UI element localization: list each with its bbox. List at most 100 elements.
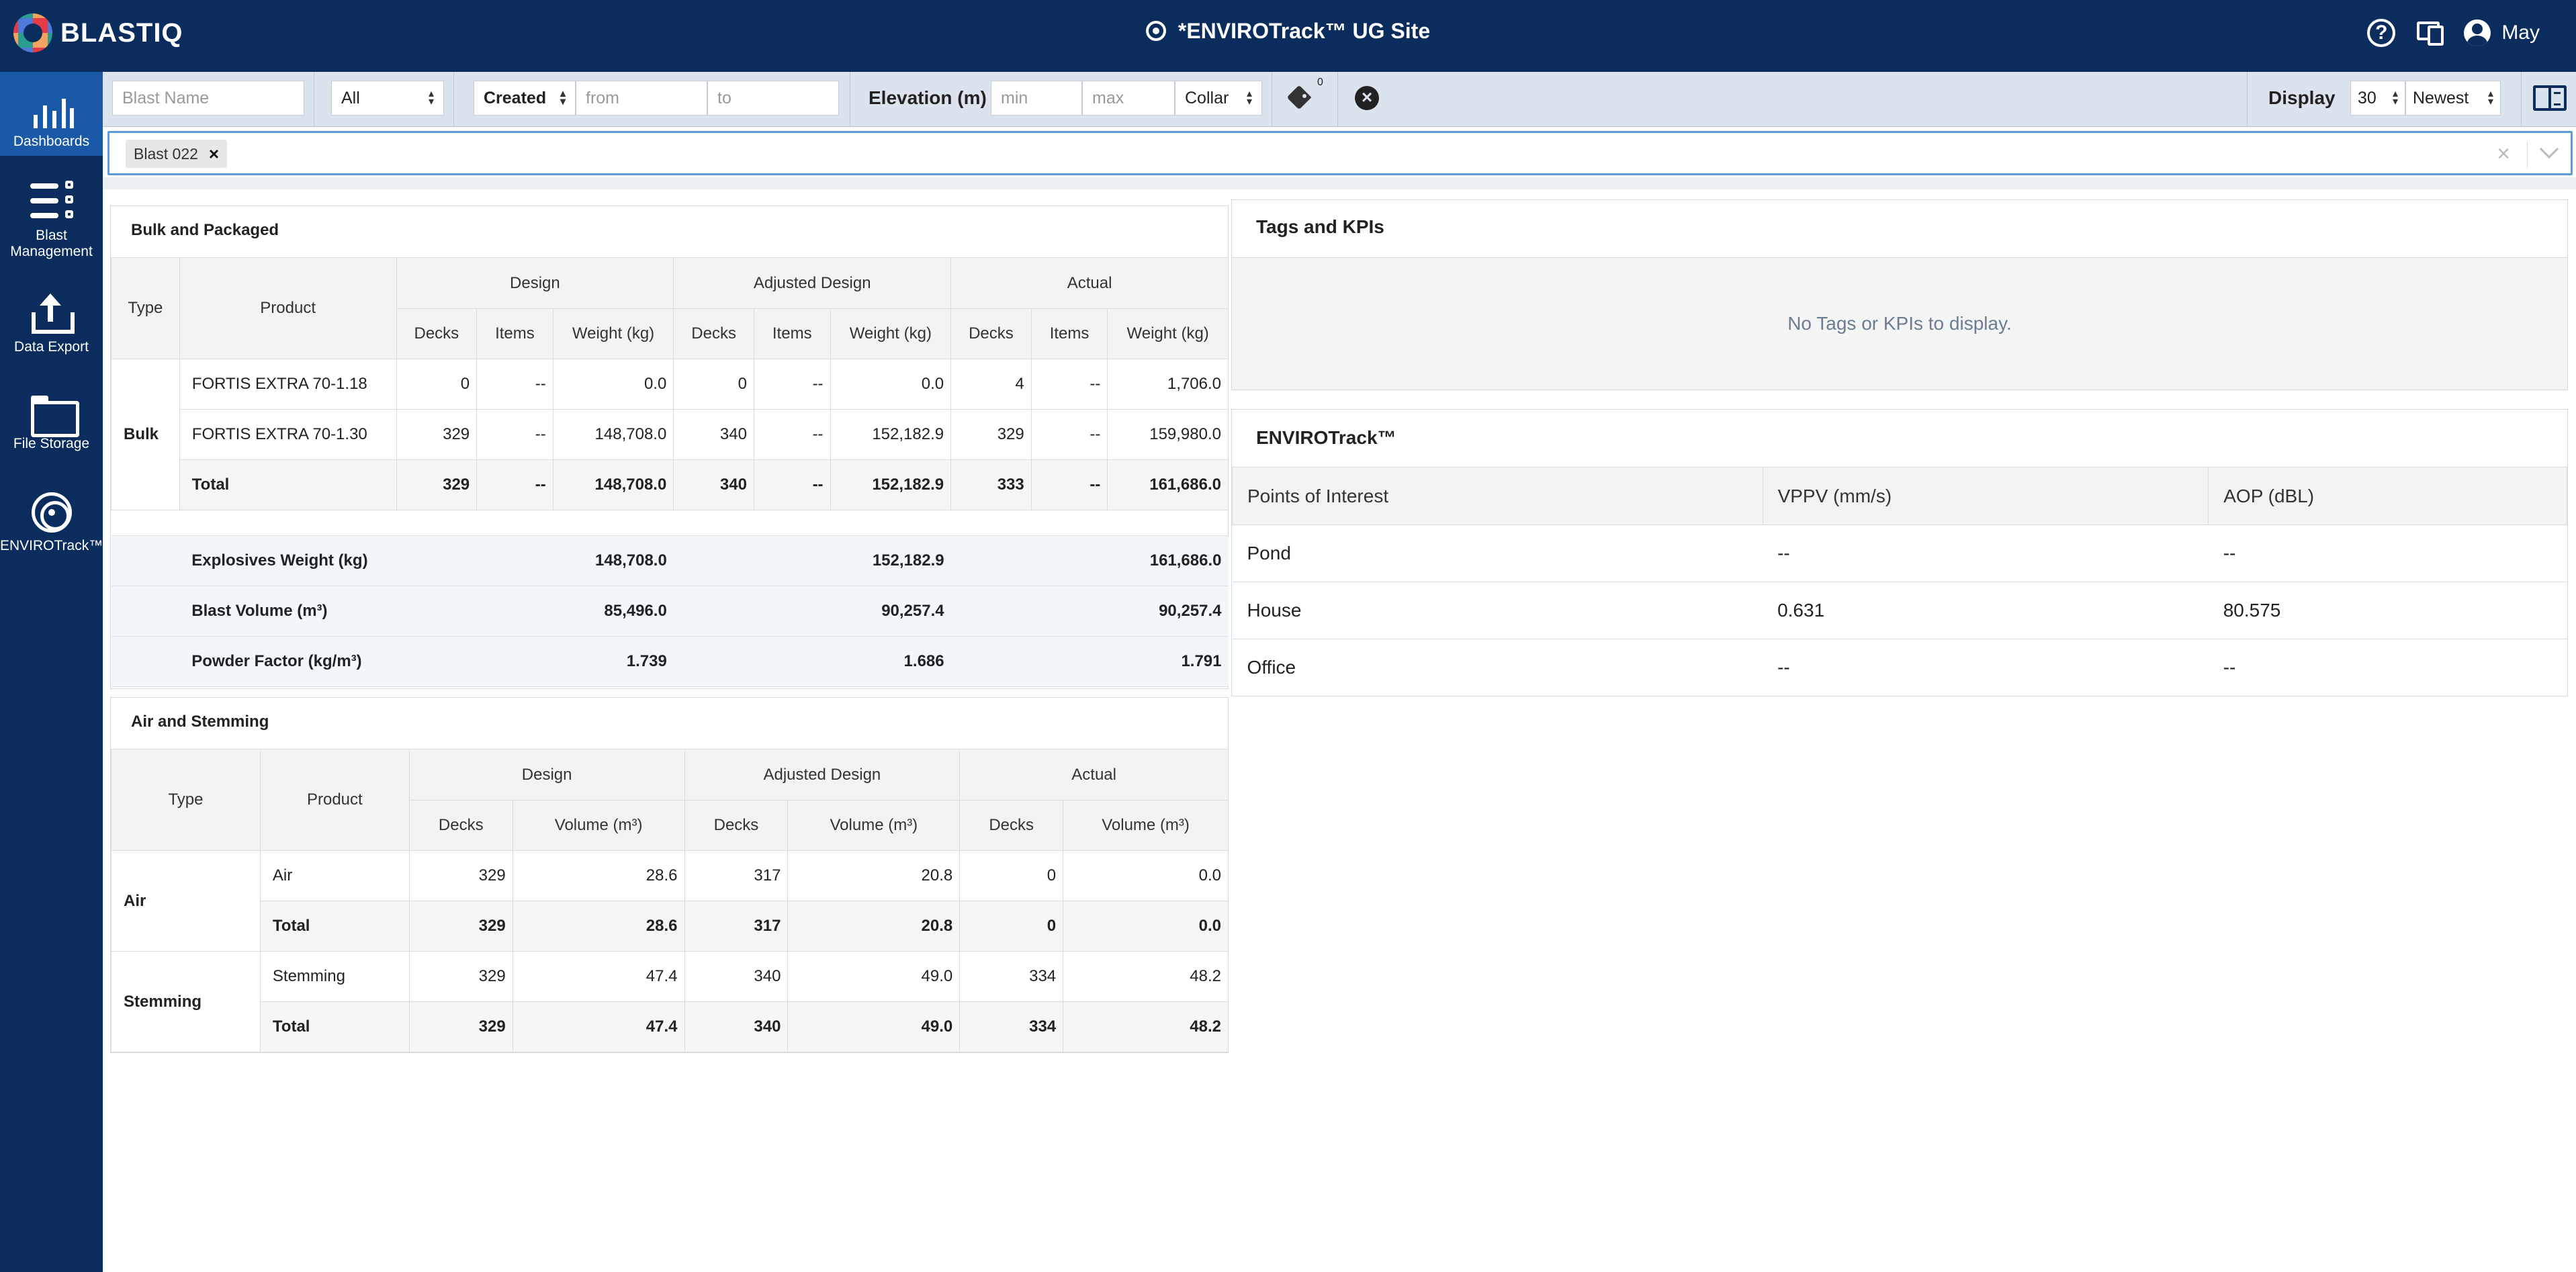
cell: 329: [408, 850, 513, 901]
cell: 334: [959, 1001, 1064, 1052]
user-menu[interactable]: May: [2464, 19, 2540, 46]
sidebar-item-envirotrack[interactable]: ENVIROTrack™: [0, 492, 103, 554]
col-adjusted-design: Adjusted Design: [684, 749, 961, 801]
dashboards-icon: [28, 89, 75, 128]
col-product: Product: [179, 257, 397, 359]
product-cell: Total: [259, 1001, 410, 1052]
elevation-ref-value: Collar: [1185, 88, 1229, 107]
cell: 329: [408, 951, 513, 1002]
cell: --: [476, 409, 553, 460]
cell: 340: [684, 951, 789, 1002]
total-row: Total 329 -- 148,708.0 340 -- 152,182.9 …: [112, 459, 1229, 510]
bulk-panel-title: Bulk and Packaged: [131, 221, 279, 239]
cell: 340: [673, 409, 754, 460]
user-avatar-icon: [2464, 19, 2491, 46]
cell: 28.6: [512, 850, 685, 901]
cell: 47.4: [512, 1001, 685, 1052]
cell: 340: [673, 459, 754, 510]
cell: 0.0: [1063, 850, 1229, 901]
clear-filters-button[interactable]: ×: [1355, 81, 1379, 116]
envirotrack-panel: ENVIROTrack™ Points of Interest VPPV (mm…: [1231, 409, 2568, 696]
cell: 333: [950, 459, 1032, 510]
cell: --: [1030, 459, 1108, 510]
file-storage-icon: [30, 396, 79, 437]
col-decks: Decks: [396, 308, 478, 359]
cell: 1.739: [396, 636, 674, 687]
type-air: Air: [111, 850, 261, 952]
cell: 317: [684, 901, 789, 952]
sidebar-label-envirotrack: ENVIROTrack™: [0, 538, 103, 553]
chip-remove-icon[interactable]: ×: [208, 143, 220, 164]
chevron-down-icon[interactable]: [2539, 139, 2559, 159]
cell: 152,182.9: [830, 459, 952, 510]
col-items: Items: [476, 308, 553, 359]
status-select[interactable]: All ▴ ▾: [331, 81, 444, 116]
sort-select[interactable]: Newest ▴ ▾: [2405, 81, 2501, 116]
cell: 48.2: [1063, 1001, 1229, 1052]
col-decks: Decks: [684, 800, 789, 851]
col-weight: Weight (kg): [552, 308, 674, 359]
envirotrack-panel-title: ENVIROTrack™: [1256, 427, 1396, 448]
col-weight: Weight (kg): [830, 308, 952, 359]
remote-support-icon[interactable]: [2415, 19, 2444, 47]
logo-icon: [13, 13, 52, 52]
cell: --: [753, 359, 831, 410]
tag-filter-button[interactable]: 0: [1289, 77, 1323, 116]
sidebar-item-data-export[interactable]: Data Export: [0, 293, 103, 355]
aop-value: --: [2208, 525, 2567, 582]
date-to-input[interactable]: to: [707, 81, 839, 116]
cell: 49.0: [787, 1001, 961, 1052]
cell: 0.0: [552, 359, 674, 410]
toggle-panel-button[interactable]: [2533, 81, 2567, 116]
cell: 85,496.0: [396, 586, 674, 637]
date-type-select[interactable]: Created ▴ ▾: [474, 81, 576, 116]
poi-name: Pond: [1232, 525, 1763, 582]
col-adjusted-design: Adjusted Design: [673, 257, 952, 309]
elevation-ref-select[interactable]: Collar ▴ ▾: [1175, 81, 1262, 116]
blast-name-input[interactable]: Blast Name: [112, 81, 304, 116]
bulk-table: Type Product Design Adjusted Design Actu…: [111, 257, 1229, 687]
location-target-icon: [1145, 21, 1166, 41]
table-row: Pond -- --: [1232, 525, 2567, 582]
help-icon[interactable]: ?: [2367, 19, 2396, 47]
sidebar-item-file-storage[interactable]: File Storage: [0, 396, 103, 452]
display-count-select[interactable]: 30 ▴ ▾: [2350, 81, 2405, 116]
table-row: Air Air 329 28.6 317 20.8 0 0.0: [111, 850, 1229, 952]
cell: --: [476, 359, 553, 410]
col-design: Design: [408, 749, 685, 801]
site-title: *ENVIROTrack™ UG Site: [0, 19, 2576, 44]
col-volume: Volume (m³): [787, 800, 961, 851]
col-volume: Volume (m³): [1063, 800, 1229, 851]
cell: 1.791: [950, 636, 1229, 687]
clear-selection-icon[interactable]: ×: [2497, 141, 2510, 167]
cell: 329: [396, 409, 478, 460]
elevation-max-input[interactable]: max: [1082, 81, 1175, 116]
cell: 148,708.0: [552, 409, 674, 460]
col-actual: Actual: [950, 257, 1229, 309]
sidebar-item-blast-management[interactable]: Blast Management: [0, 181, 103, 260]
vppv-value: --: [1763, 639, 2209, 696]
site-name: *ENVIROTrack™ UG Site: [1178, 19, 1431, 43]
col-vppv: VPPV (mm/s): [1762, 467, 2209, 525]
top-bar: BLASTIQ *ENVIROTrack™ UG Site ? May: [0, 0, 2576, 72]
col-type: Type: [111, 749, 261, 851]
poi-name: House: [1232, 582, 1763, 639]
col-design: Design: [396, 257, 674, 309]
date-from-input[interactable]: from: [576, 81, 707, 116]
blastiq-logo[interactable]: BLASTIQ: [13, 13, 183, 52]
cell: 329: [408, 1001, 513, 1052]
sort-value: Newest: [2413, 88, 2469, 107]
selected-blast-chip[interactable]: Blast 022 ×: [126, 140, 228, 168]
type-stemming: Stemming: [111, 951, 261, 1052]
cell: 20.8: [787, 901, 961, 952]
col-actual: Actual: [959, 749, 1229, 801]
aop-value: 80.575: [2208, 582, 2567, 639]
vppv-value: 0.631: [1763, 582, 2209, 639]
cell: 334: [959, 951, 1064, 1002]
blast-selector[interactable]: Blast 022 × ×: [107, 131, 2573, 175]
user-name: May: [2501, 21, 2540, 44]
sidebar: Dashboards Blast Management Data Export …: [0, 72, 103, 1272]
sidebar-item-dashboards[interactable]: Dashboards: [0, 72, 103, 156]
elevation-min-input[interactable]: min: [991, 81, 1082, 116]
summary-label: Blast Volume (m³): [179, 586, 397, 637]
